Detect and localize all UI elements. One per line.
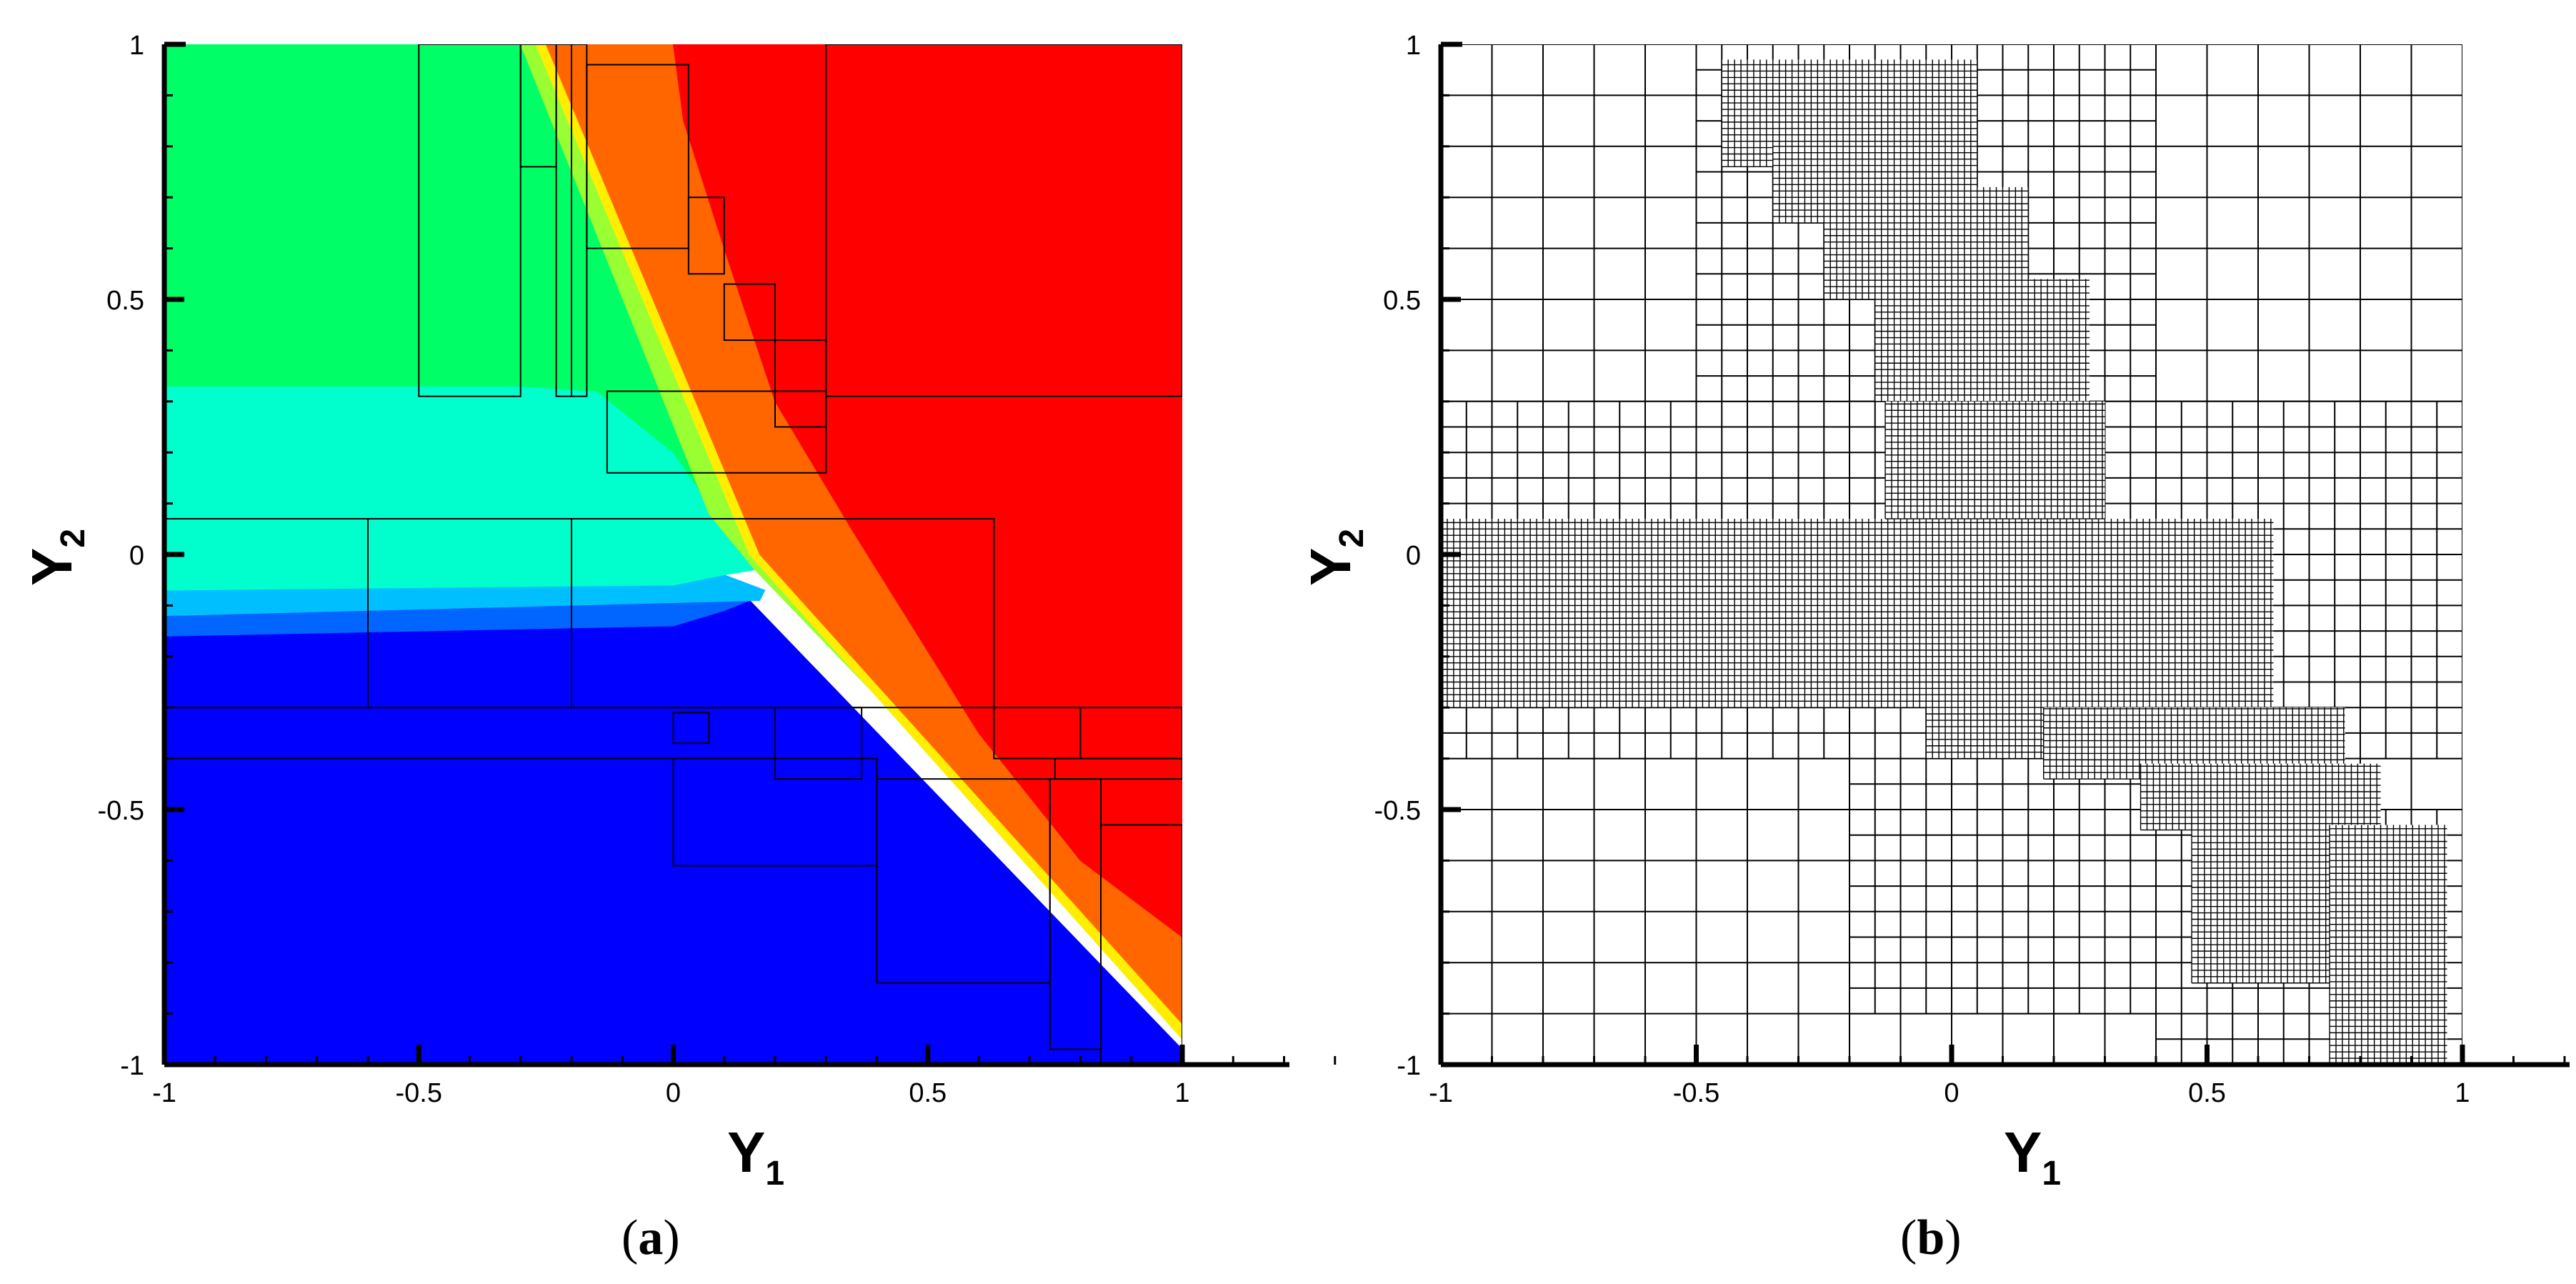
panel-b-caption: (b) <box>1900 1210 1962 1265</box>
panel-a-x-tick-label: -1 <box>152 1078 176 1108</box>
panel-b-y-tick-label: 0.5 <box>1383 286 1421 316</box>
refinement-box <box>687 196 725 275</box>
mesh-block-bg <box>2380 825 2447 1065</box>
panel-a-plot-area <box>164 44 1182 1065</box>
panel-a-y-tick-label: 0 <box>129 541 144 571</box>
mesh-block-bg <box>2192 810 2330 983</box>
panel-b-y-tick-label: 1 <box>1406 31 1421 61</box>
mesh-block <box>2043 707 2345 780</box>
mesh-block <box>1441 519 2274 708</box>
mesh-block <box>1884 401 2105 519</box>
panel-b-y-tick-label: -1 <box>1397 1051 1421 1081</box>
refinement-box <box>418 44 521 397</box>
panel-b: -1 -0.5 0 0.5 1 -1 -0.5 0 0.5 1 Y1 Y2 (b) <box>1299 31 2570 1265</box>
refinement-box <box>586 64 689 249</box>
refinement-box <box>1054 757 1182 780</box>
refinement-box <box>774 707 863 780</box>
mesh-block <box>2380 825 2447 1065</box>
panel-b-y-tick-label: -0.5 <box>1374 796 1421 826</box>
panel-a-x-tick-label: -0.5 <box>396 1078 442 1108</box>
panel-a-caption: (a) <box>621 1210 680 1265</box>
contour-region-red <box>672 44 1182 938</box>
mesh-block <box>2191 810 2330 984</box>
panel-a-y-axis-label: Y2 <box>20 529 92 586</box>
panel-a-y-tick-label: -0.5 <box>98 796 144 826</box>
panel-a-y-tick-label: 0.5 <box>106 286 144 316</box>
panel-b-x-axis-label: Y1 <box>2004 1120 2061 1193</box>
panel-a-axes: -1 -0.5 0 0.5 1 -1 -0.5 0 0.5 1 <box>98 31 1337 1108</box>
mesh-block <box>1721 59 1978 168</box>
panel-a-contours <box>164 44 1182 1065</box>
panel-b-x-tick-label: 0 <box>1944 1078 1959 1108</box>
panel-b-x-tick-label: 1 <box>2455 1078 2470 1108</box>
panel-a-x-tick-label: 1 <box>1174 1078 1189 1108</box>
panel-b-x-tick-label: -0.5 <box>1673 1078 1719 1108</box>
panel-a-x-tick-label: 0.5 <box>909 1078 947 1108</box>
refinement-box <box>825 44 1182 397</box>
refinement-box <box>606 390 827 474</box>
mesh-block <box>2329 825 2382 1065</box>
panel-b-mesh <box>1441 44 2462 1065</box>
mesh-block <box>1874 279 2090 402</box>
mesh-block-bg <box>1885 401 2105 519</box>
panel-b-x-tick-label: -1 <box>1429 1078 1453 1108</box>
panel-a-y-tick-label: -1 <box>120 1051 144 1081</box>
panel-b-y-axis-label: Y2 <box>1299 529 1371 586</box>
refinement-box <box>723 283 776 342</box>
mesh-block-bg <box>1441 519 2274 708</box>
panel-a-y-tick-label: 1 <box>129 31 144 61</box>
panel-b-x-tick-label: 0.5 <box>2188 1078 2226 1108</box>
refinement-box <box>1100 824 1182 1065</box>
panel-a: -1 -0.5 0 0.5 1 -1 -0.5 0 0.5 1 Y1 Y2 (a) <box>20 31 1337 1265</box>
panel-a-x-axis-label: Y1 <box>727 1120 784 1193</box>
panel-a-x-tick-label: 0 <box>666 1078 681 1108</box>
contour-region-yellow <box>535 44 1182 1040</box>
panel-b-y-tick-label: 0 <box>1406 541 1421 571</box>
panel-b-plot-area <box>1441 44 2462 1065</box>
refinement-box <box>672 712 710 745</box>
panel-b-axes: -1 -0.5 0 0.5 1 -1 -0.5 0 0.5 1 <box>1374 31 2570 1108</box>
